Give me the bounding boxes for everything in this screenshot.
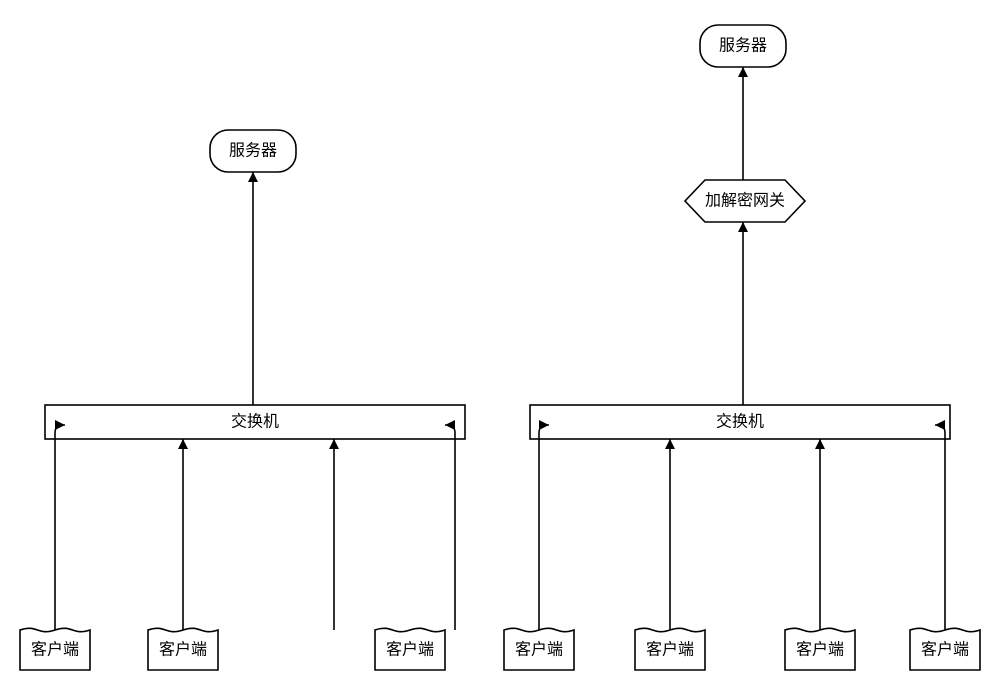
clientL3-label: 客户端 <box>386 641 434 659</box>
clientR3-label: 客户端 <box>796 641 844 659</box>
switchL: 交换机 <box>45 405 465 439</box>
edge-6 <box>738 222 748 405</box>
gatewayR-label: 加解密网关 <box>705 192 785 210</box>
clientL2: 客户端 <box>148 628 218 670</box>
clientR3: 客户端 <box>785 628 855 670</box>
serverR: 服务器 <box>700 25 786 67</box>
clientR2: 客户端 <box>635 628 705 670</box>
edge-1 <box>55 420 65 630</box>
clientL3: 客户端 <box>375 628 445 670</box>
clientL1-label: 客户端 <box>31 641 79 659</box>
clientR1: 客户端 <box>504 628 574 670</box>
edge-8 <box>665 439 675 630</box>
switchR: 交换机 <box>530 405 950 439</box>
clientL2-label: 客户端 <box>159 641 207 659</box>
gatewayR: 加解密网关 <box>685 180 805 222</box>
clientR4: 客户端 <box>910 628 980 670</box>
edge-10 <box>935 420 945 630</box>
clientR1-label: 客户端 <box>515 641 563 659</box>
clientL1: 客户端 <box>20 628 90 670</box>
serverR-label: 服务器 <box>719 37 767 55</box>
edge-7 <box>539 420 549 630</box>
switchL-label: 交换机 <box>231 413 279 431</box>
edge-4 <box>445 420 455 630</box>
edge-3 <box>329 439 339 630</box>
serverL-label: 服务器 <box>229 142 277 160</box>
clientR2-label: 客户端 <box>646 641 694 659</box>
edge-0 <box>248 172 258 405</box>
clientR4-label: 客户端 <box>921 641 969 659</box>
serverL: 服务器 <box>210 130 296 172</box>
edge-2 <box>178 439 188 630</box>
edge-5 <box>738 67 748 180</box>
switchR-label: 交换机 <box>716 413 764 431</box>
edge-9 <box>815 439 825 630</box>
